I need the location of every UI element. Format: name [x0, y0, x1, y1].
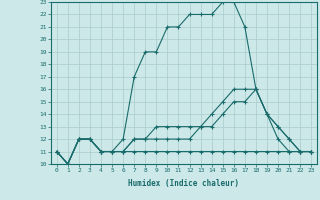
X-axis label: Humidex (Indice chaleur): Humidex (Indice chaleur): [129, 179, 239, 188]
